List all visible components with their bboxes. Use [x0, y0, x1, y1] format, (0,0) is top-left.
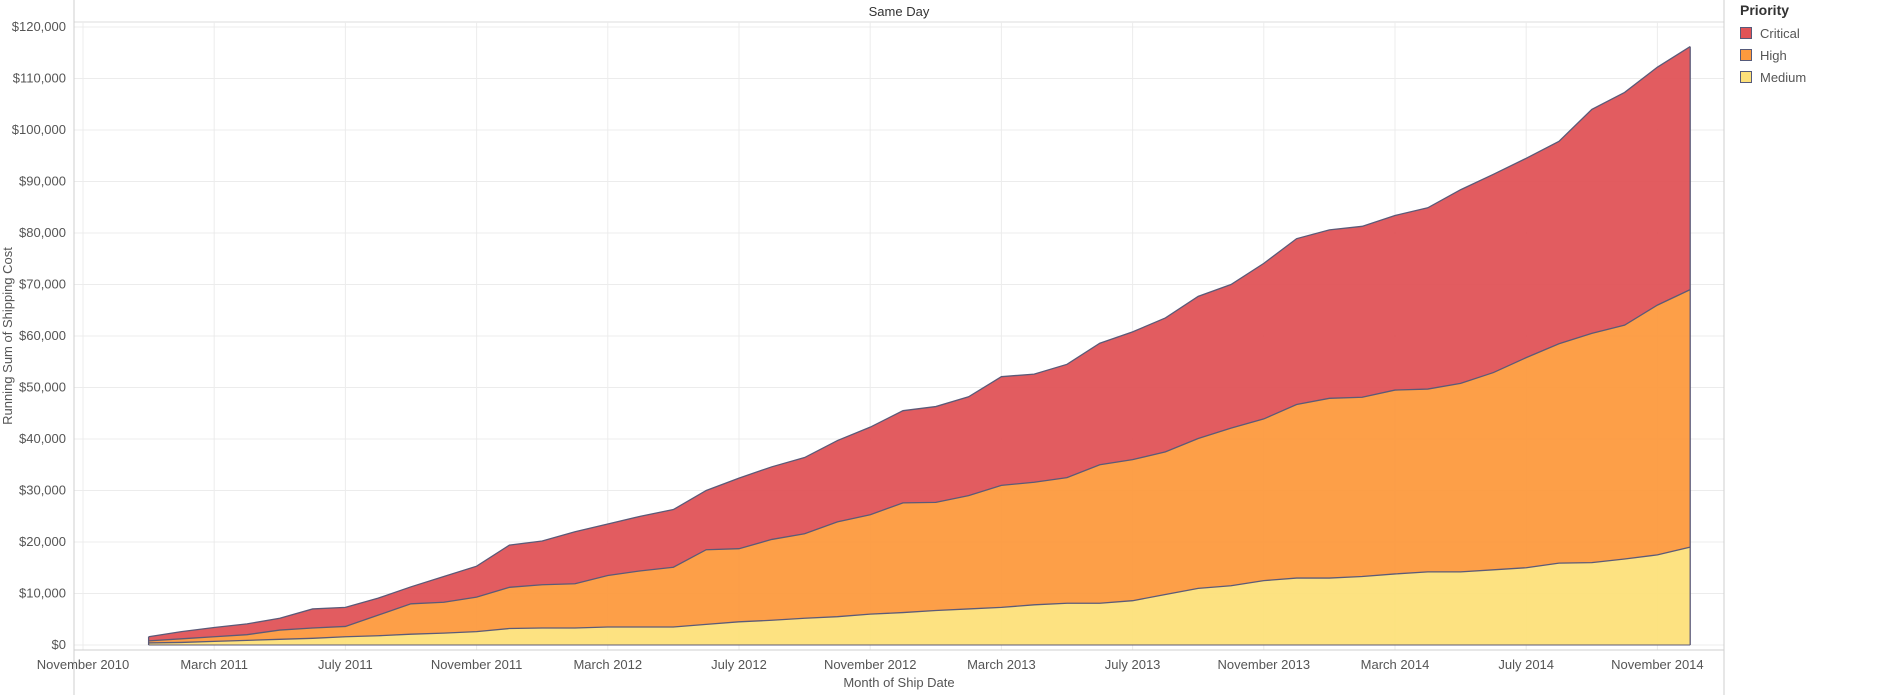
legend-swatch-critical — [1740, 27, 1752, 39]
legend-swatch-medium — [1740, 71, 1752, 83]
y-tick-label: $80,000 — [19, 225, 66, 240]
area-critical — [148, 46, 1691, 641]
x-tick-label: March 2014 — [1361, 657, 1430, 672]
legend-item-medium[interactable]: Medium — [1740, 66, 1890, 88]
y-tick-label: $50,000 — [19, 380, 66, 395]
y-tick-label: $110,000 — [13, 71, 66, 86]
y-tick-label: $0 — [52, 637, 66, 652]
x-tick-label: July 2012 — [711, 657, 767, 672]
y-tick-label: $70,000 — [19, 277, 66, 292]
x-tick-label: November 2011 — [431, 657, 523, 672]
line-medium — [148, 546, 1691, 644]
legend-label-critical: Critical — [1760, 25, 1800, 41]
line-high — [148, 289, 1691, 642]
y-tick-label: $40,000 — [19, 431, 66, 446]
area-high — [148, 289, 1691, 643]
y-tick-label: $20,000 — [19, 534, 66, 549]
y-tick-label: $120,000 — [12, 19, 66, 34]
legend-swatch-high — [1740, 49, 1752, 61]
x-tick-label: July 2011 — [318, 657, 373, 672]
x-tick-label: November 2013 — [1218, 657, 1311, 672]
panel-title: Same Day — [869, 4, 930, 19]
area-series-group — [148, 46, 1691, 645]
area-medium — [148, 547, 1691, 645]
y-tick-label: $30,000 — [19, 483, 66, 498]
y-tick-label: $60,000 — [19, 328, 66, 343]
y-tick-label: $10,000 — [19, 586, 66, 601]
legend-item-high[interactable]: High — [1740, 44, 1890, 66]
legend: Priority Critical High Medium — [1740, 2, 1890, 88]
panel-header — [74, 0, 1724, 22]
x-tick-label: March 2012 — [573, 657, 642, 672]
line-critical — [148, 46, 1691, 638]
series-outline-group — [147, 46, 1691, 646]
x-tick-label: March 2011 — [180, 657, 248, 672]
x-tick-label: March 2013 — [967, 657, 1036, 672]
y-tick-label: $100,000 — [12, 122, 66, 137]
x-tick-label: July 2014 — [1498, 657, 1554, 672]
x-tick-label: July 2013 — [1105, 657, 1161, 672]
legend-label-high: High — [1760, 47, 1787, 63]
legend-title: Priority — [1740, 2, 1790, 18]
x-tick-labels: November 2010 March 2011 July 2011 November… — [37, 657, 1704, 672]
legend-item-critical[interactable]: Critical — [1740, 22, 1890, 44]
x-axis-title: Month of Ship Date — [843, 675, 954, 690]
x-tick-label: November 2010 — [37, 657, 130, 672]
y-tick-label: $90,000 — [19, 174, 66, 189]
x-tick-label: November 2012 — [824, 657, 917, 672]
x-tick-label: November 2014 — [1611, 657, 1704, 672]
y-axis-title: Running Sum of Shipping Cost — [0, 247, 15, 425]
legend-label-medium: Medium — [1760, 69, 1807, 85]
y-tick-labels: $0 $10,000 $20,000 $30,000 $40,000 $50,000 $60… — [12, 19, 66, 652]
